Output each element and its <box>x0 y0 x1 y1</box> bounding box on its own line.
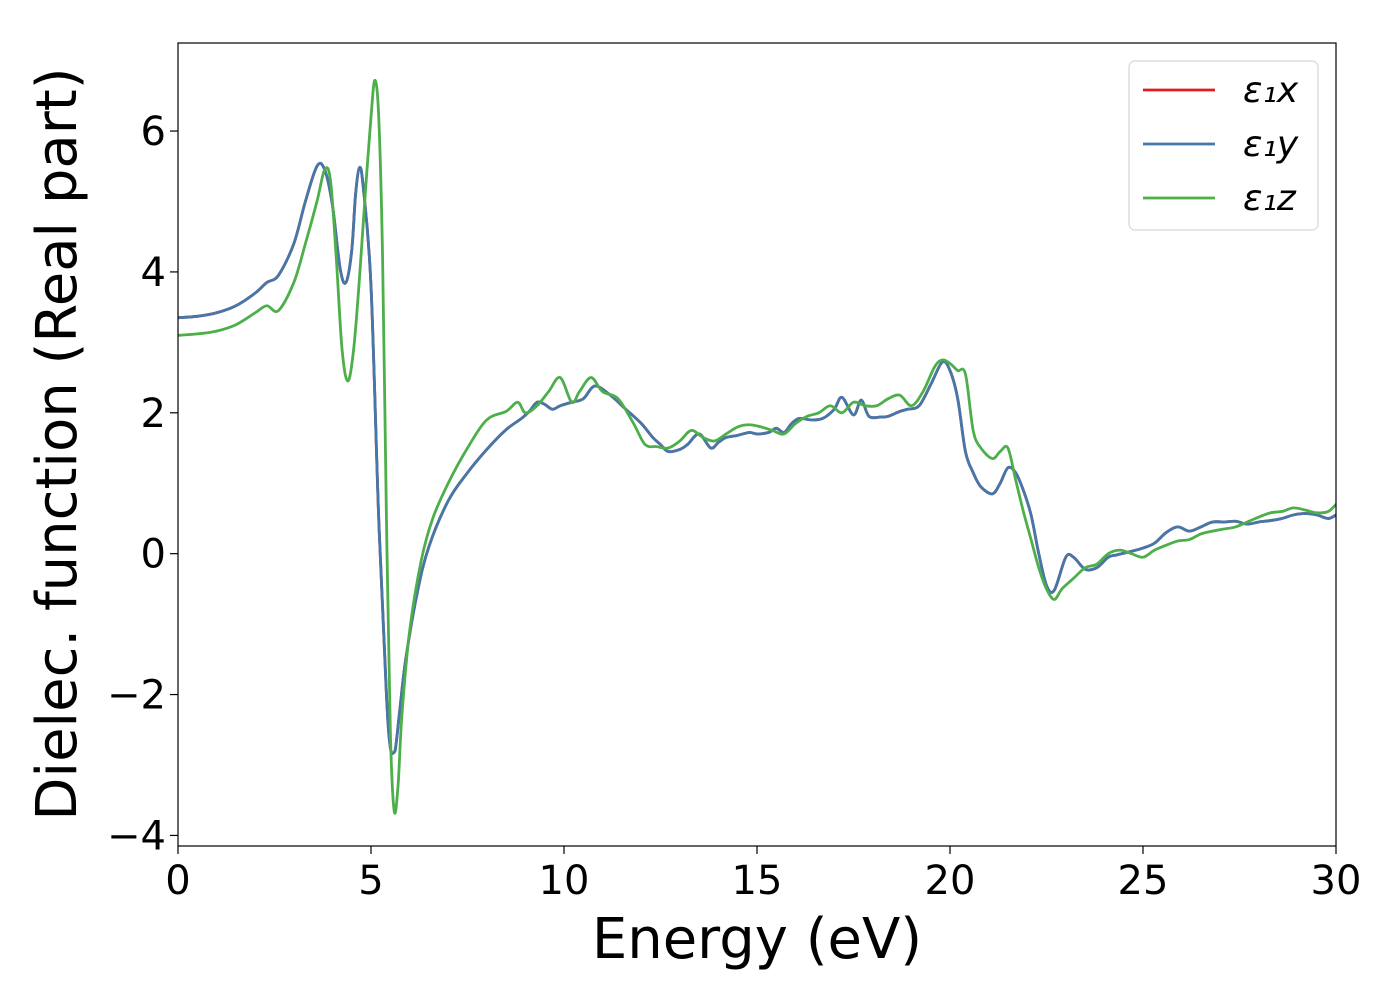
y-tick-label: −4 <box>107 813 166 859</box>
y-axis-title: Dielec. function (Real part) <box>25 67 90 820</box>
x-tick-label: 0 <box>165 858 190 904</box>
y-tick-label: 0 <box>141 532 166 578</box>
x-axis-title: Energy (eV) <box>592 907 922 972</box>
series-line-3 <box>178 78 1336 815</box>
legend-box <box>1128 60 1319 231</box>
x-tick-label: 5 <box>358 858 383 904</box>
y-tick-label: 2 <box>141 391 166 437</box>
y-tick-label: 6 <box>141 109 166 155</box>
legend: ε₁x ε₁y ε₁z <box>1128 60 1319 231</box>
y-axis: −4 −2 0 2 4 6 <box>107 109 178 859</box>
x-axis: 0 5 10 15 20 25 30 <box>165 846 1361 904</box>
x-tick-label: 15 <box>732 858 783 904</box>
x-tick-label: 30 <box>1311 858 1362 904</box>
series-layer <box>178 78 1336 815</box>
x-tick-label: 10 <box>539 858 590 904</box>
legend-label: ε₁z <box>1243 178 1297 219</box>
legend-label: ε₁y <box>1243 124 1299 165</box>
y-tick-label: 4 <box>141 250 166 296</box>
legend-label: ε₁x <box>1243 70 1299 111</box>
x-tick-label: 25 <box>1118 858 1169 904</box>
y-tick-label: −2 <box>107 673 166 719</box>
x-tick-label: 20 <box>925 858 976 904</box>
series-line-2 <box>178 162 1336 756</box>
